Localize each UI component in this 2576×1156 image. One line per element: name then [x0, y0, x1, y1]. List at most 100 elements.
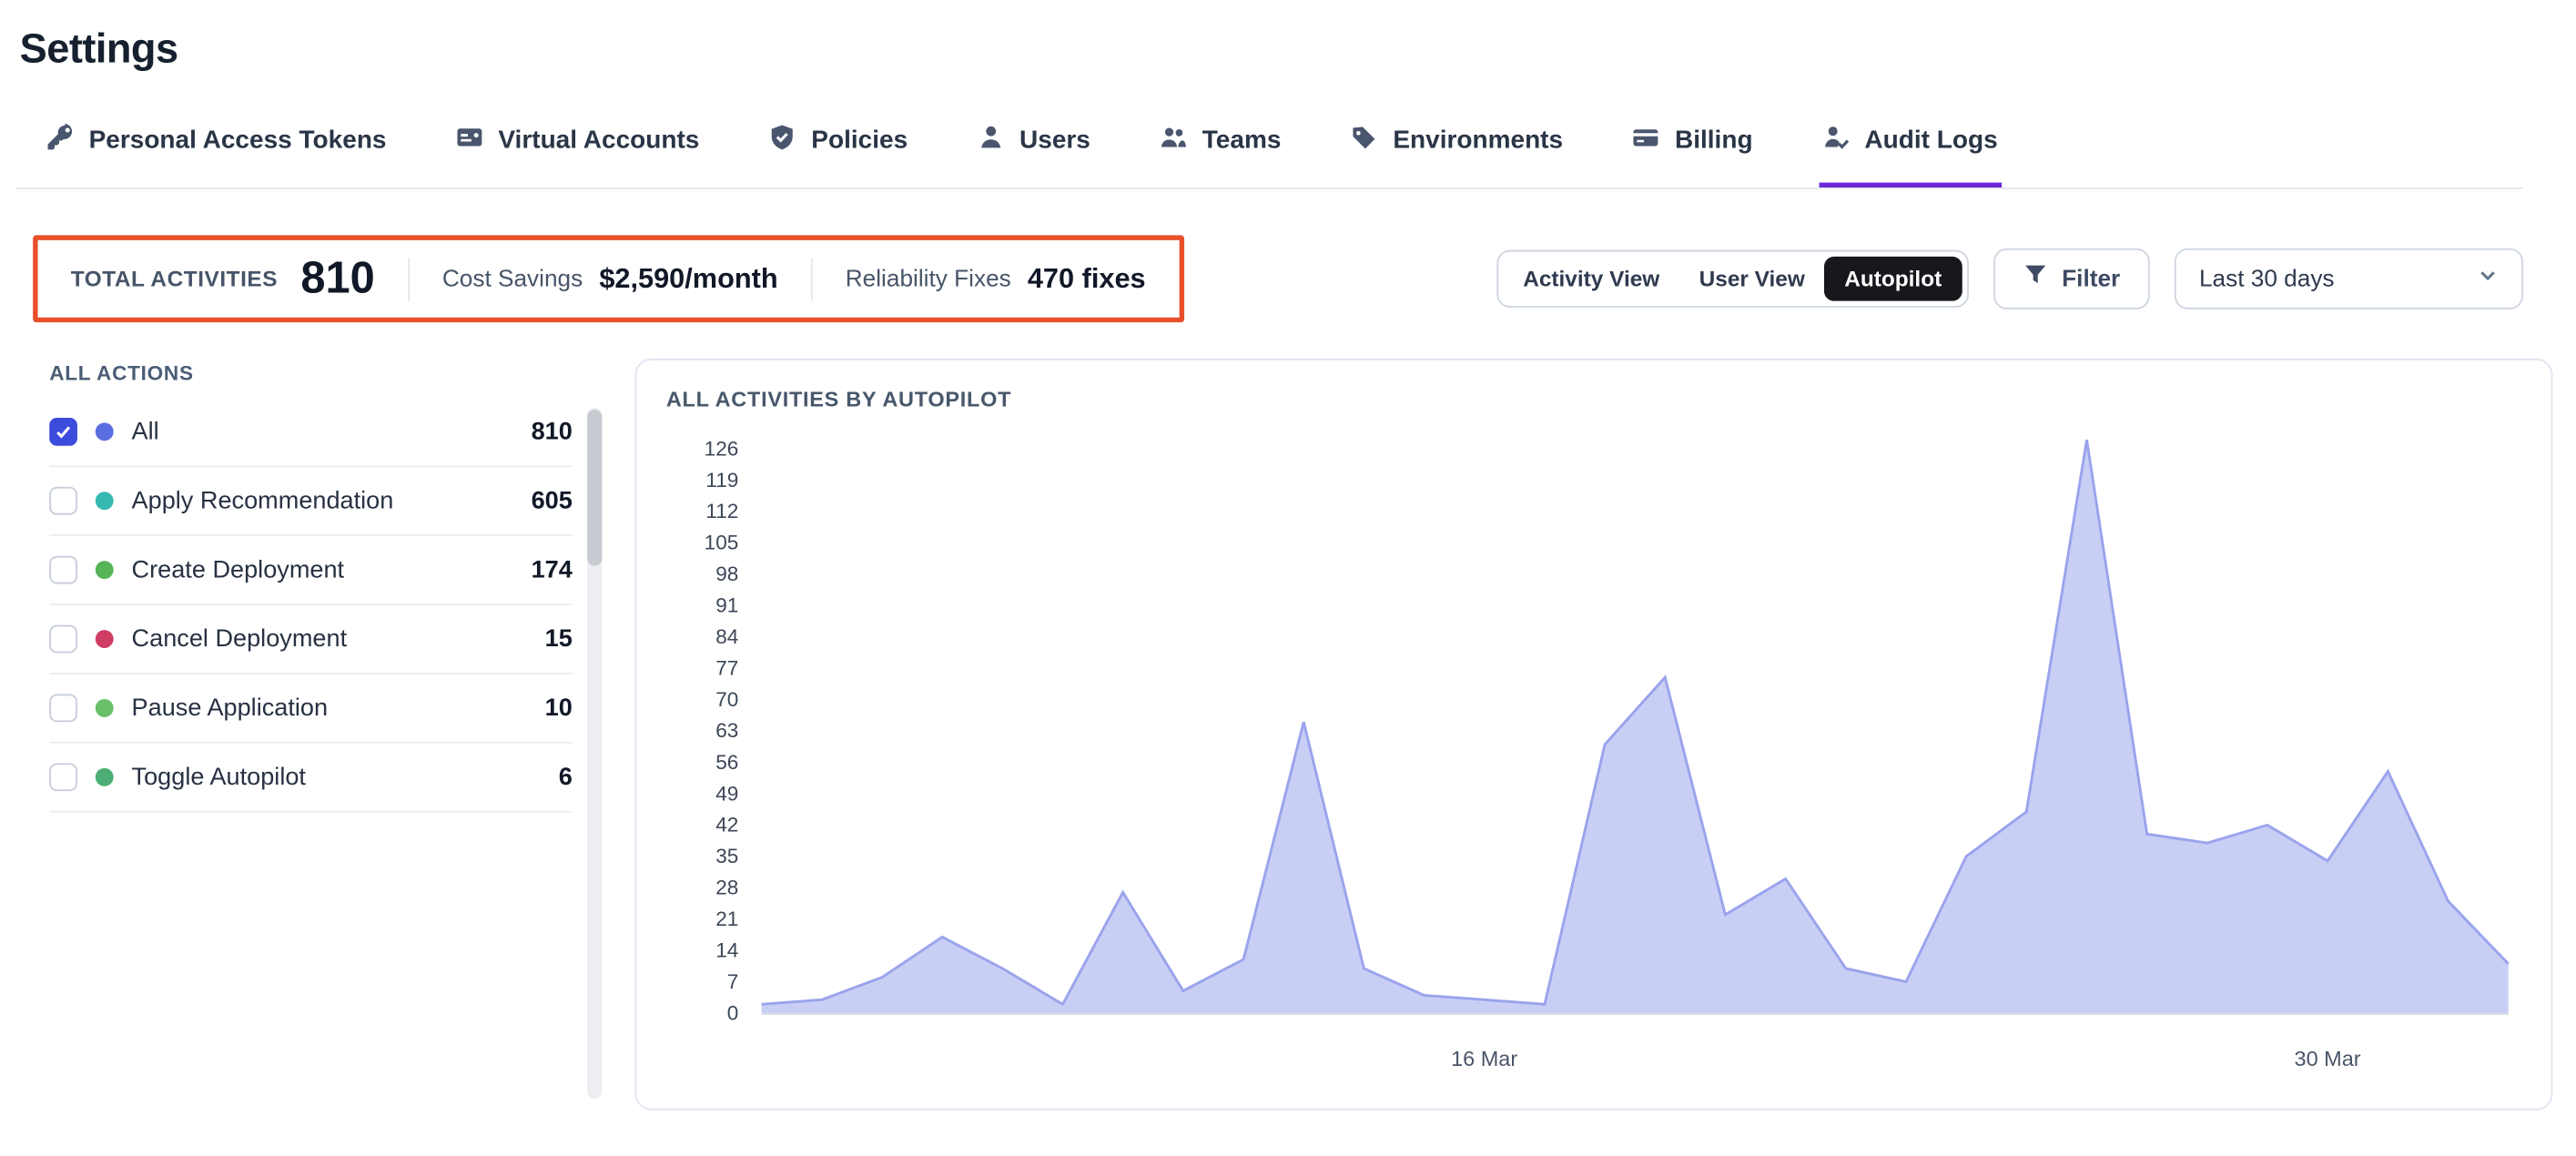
svg-text:77: 77 — [715, 656, 738, 679]
action-row-all[interactable]: All 810 — [49, 398, 573, 468]
action-label: Apply Recommendation — [131, 486, 394, 515]
total-activities-label: TOTAL ACTIVITIES — [70, 266, 279, 291]
divider — [810, 257, 813, 300]
action-label: All — [131, 417, 159, 446]
cost-savings-label: Cost Savings — [441, 265, 583, 292]
tab-virtual-accounts[interactable]: Virtual Accounts — [452, 110, 703, 188]
user-icon — [977, 124, 1005, 160]
checkbox-unchecked[interactable] — [49, 486, 77, 515]
action-label: Create Deployment — [131, 555, 345, 584]
checkbox-unchecked[interactable] — [49, 624, 77, 654]
tab-users[interactable]: Users — [973, 110, 1093, 188]
category-color-dot — [95, 561, 114, 580]
view-toggle-user-view[interactable]: User View — [1699, 266, 1805, 291]
funnel-icon — [2023, 263, 2047, 294]
svg-text:35: 35 — [715, 845, 738, 867]
svg-text:98: 98 — [715, 563, 738, 585]
tab-personal-access-tokens[interactable]: Personal Access Tokens — [43, 110, 390, 188]
action-row-apply-recommendation[interactable]: Apply Recommendation 605 — [49, 467, 573, 537]
svg-text:30 Mar: 30 Mar — [2295, 1047, 2361, 1070]
checkbox-unchecked[interactable] — [49, 694, 77, 723]
action-label: Toggle Autopilot — [131, 763, 306, 792]
key-icon — [46, 123, 75, 160]
checkbox-checked[interactable] — [49, 417, 77, 446]
chart-title: ALL ACTIVITIES BY AUTOPILOT — [665, 386, 1012, 411]
activities-chart-card: ALL ACTIVITIES BY AUTOPILOT 0 7 14 21 28 35 42… — [634, 358, 2553, 1110]
scrollbar-track[interactable] — [587, 408, 603, 1100]
view-toggle-autopilot[interactable]: Autopilot — [1824, 256, 1962, 301]
date-range-value: Last 30 days — [2198, 265, 2335, 292]
tab-audit-logs[interactable]: Audit Logs — [1818, 110, 2002, 188]
action-count: 605 — [531, 486, 573, 515]
svg-text:21: 21 — [715, 908, 738, 930]
svg-text:105: 105 — [705, 532, 739, 554]
svg-text:126: 126 — [705, 437, 739, 460]
svg-text:14: 14 — [715, 938, 738, 961]
cost-savings-stat: Cost Savings $2,590/month — [442, 262, 778, 295]
action-row-cancel-deployment[interactable]: Cancel Deployment 15 — [49, 605, 573, 674]
tab-label: Teams — [1202, 127, 1282, 155]
category-color-dot — [95, 422, 114, 441]
tab-label: Environments — [1393, 127, 1564, 155]
actions-filter-panel: ALL ACTIONS All 810 Apply Recommendation… — [49, 359, 603, 1100]
divider — [407, 257, 410, 300]
category-color-dot — [95, 767, 114, 786]
filter-button[interactable]: Filter — [1993, 248, 2150, 309]
tab-environments[interactable]: Environments — [1347, 110, 1567, 188]
credit-card-icon — [1632, 124, 1660, 160]
action-row-create-deployment[interactable]: Create Deployment 174 — [49, 536, 573, 605]
svg-text:119: 119 — [705, 469, 738, 492]
action-count: 15 — [544, 624, 573, 654]
category-color-dot — [95, 698, 114, 717]
svg-text:7: 7 — [727, 970, 739, 993]
svg-text:112: 112 — [705, 500, 738, 522]
chevron-down-icon — [2477, 265, 2498, 293]
view-toggle-activity-view[interactable]: Activity View — [1523, 266, 1660, 291]
view-toggle: Activity View User View Autopilot — [1496, 249, 1969, 308]
cost-savings-value: $2,590/month — [599, 262, 778, 294]
total-activities-value: 810 — [300, 253, 375, 303]
svg-text:49: 49 — [715, 782, 738, 805]
svg-text:0: 0 — [727, 1001, 739, 1024]
tab-label: Personal Access Tokens — [88, 127, 387, 155]
scrollbar-thumb[interactable] — [587, 409, 603, 566]
tab-label: Virtual Accounts — [498, 127, 700, 155]
svg-text:16 Mar: 16 Mar — [1451, 1047, 1517, 1070]
tag-icon — [1350, 124, 1378, 160]
action-label: Cancel Deployment — [131, 624, 348, 654]
action-count: 10 — [544, 694, 573, 723]
action-row-toggle-autopilot[interactable]: Toggle Autopilot 6 — [49, 744, 573, 813]
action-count: 6 — [558, 763, 573, 792]
filter-button-label: Filter — [2062, 265, 2121, 292]
settings-tab-bar: Personal Access Tokens Virtual Accounts … — [16, 110, 2523, 189]
svg-text:63: 63 — [715, 719, 738, 742]
tab-label: Billing — [1674, 127, 1753, 155]
badge-card-icon — [455, 124, 483, 160]
actions-panel-header: ALL ACTIONS — [49, 361, 194, 385]
stats-and-controls-row: TOTAL ACTIVITIES 810 Cost Savings $2,590… — [33, 235, 2523, 323]
action-count: 810 — [531, 417, 573, 446]
users-icon — [1160, 124, 1188, 160]
tab-label: Users — [1019, 127, 1090, 155]
tab-label: Policies — [811, 127, 908, 155]
category-color-dot — [95, 492, 114, 511]
checkbox-unchecked[interactable] — [49, 555, 77, 584]
shield-icon — [768, 124, 796, 160]
total-activities-stat: TOTAL ACTIVITIES 810 — [70, 253, 375, 303]
reliability-fixes-value: 470 fixes — [1027, 262, 1146, 294]
tab-label: Audit Logs — [1864, 127, 1998, 155]
checkbox-unchecked[interactable] — [49, 763, 77, 792]
user-check-icon — [1821, 124, 1850, 160]
tab-teams[interactable]: Teams — [1156, 110, 1284, 188]
action-count: 174 — [531, 555, 573, 584]
reliability-fixes-label: Reliability Fixes — [845, 265, 1011, 292]
action-label: Pause Application — [131, 694, 329, 723]
reliability-fixes-stat: Reliability Fixes 470 fixes — [846, 262, 1146, 295]
tab-policies[interactable]: Policies — [766, 110, 911, 188]
summary-stats-highlight-box: TOTAL ACTIVITIES 810 Cost Savings $2,590… — [33, 235, 1184, 323]
date-range-select[interactable]: Last 30 days — [2174, 248, 2523, 309]
action-row-pause-application[interactable]: Pause Application 10 — [49, 674, 573, 744]
svg-text:84: 84 — [715, 625, 738, 648]
tab-billing[interactable]: Billing — [1628, 110, 1756, 188]
